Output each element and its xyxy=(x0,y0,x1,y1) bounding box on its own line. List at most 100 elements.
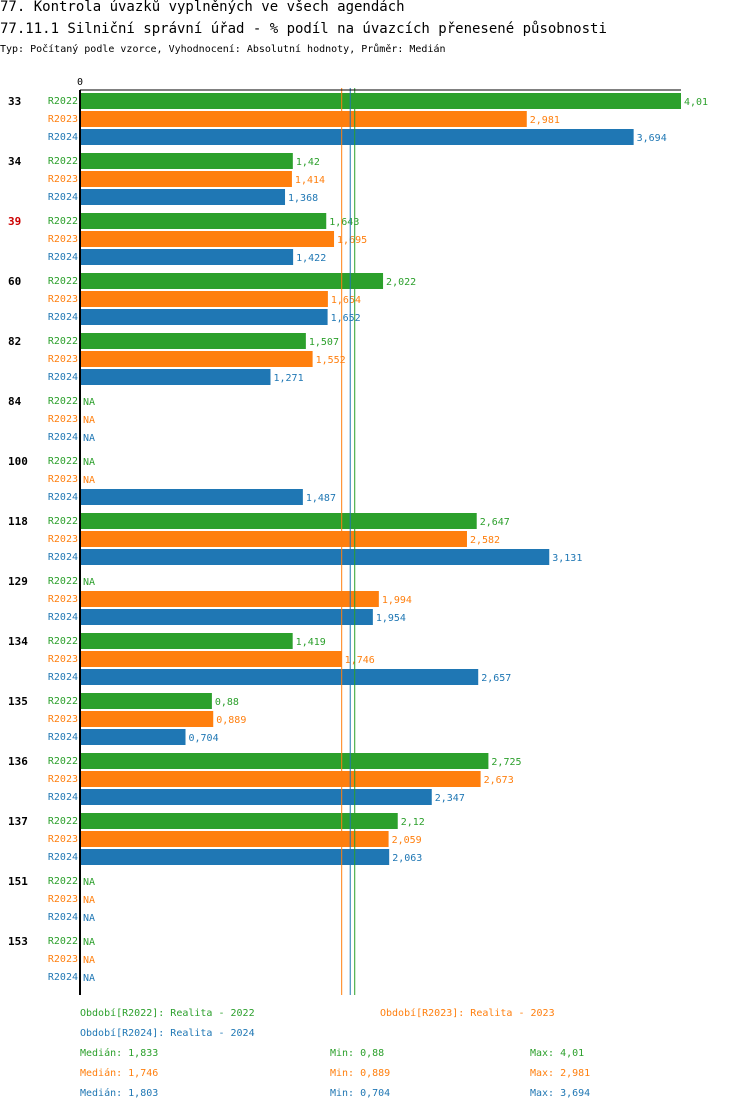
data-label: 1,954 xyxy=(376,613,406,624)
data-label: 2,725 xyxy=(491,757,521,768)
series-label: R2023 xyxy=(48,414,78,425)
legend-min-r2022: Min: 0,88 xyxy=(330,1048,385,1059)
category-label: 151 xyxy=(8,875,28,888)
legend-median-r2024: Medián: 1,803 xyxy=(80,1088,159,1099)
data-label: 1,419 xyxy=(296,637,326,648)
data-label: NA xyxy=(83,433,95,444)
series-label: R2023 xyxy=(48,594,78,605)
bar xyxy=(80,531,467,547)
bar xyxy=(80,771,481,787)
data-label: 2,647 xyxy=(480,517,510,528)
series-label: R2022 xyxy=(48,396,78,407)
legend-max-r2023: Max: 2,981 xyxy=(530,1068,591,1079)
data-label: 0,704 xyxy=(189,733,219,744)
bar xyxy=(80,651,342,667)
data-label: NA xyxy=(83,895,95,906)
category-label: 118 xyxy=(8,515,28,528)
category-label: 136 xyxy=(8,755,28,768)
bar xyxy=(80,513,477,529)
series-label: R2024 xyxy=(48,852,78,863)
series-label: R2024 xyxy=(48,492,78,503)
data-label: NA xyxy=(83,877,95,888)
data-label: 2,657 xyxy=(481,673,511,684)
data-label: 1,552 xyxy=(316,355,346,366)
series-label: R2023 xyxy=(48,834,78,845)
series-label: R2022 xyxy=(48,936,78,947)
data-label: 1,654 xyxy=(331,295,361,306)
bar xyxy=(80,849,390,865)
data-label: 1,652 xyxy=(331,313,361,324)
data-label: 1,414 xyxy=(295,175,325,186)
data-label: NA xyxy=(83,913,95,924)
legend-period-r2023: Období[R2023]: Realita - 2023 xyxy=(380,1008,555,1019)
bar xyxy=(80,753,489,769)
series-label: R2023 xyxy=(48,654,78,665)
series-label: R2024 xyxy=(48,252,78,263)
data-label: NA xyxy=(83,397,95,408)
data-label: 1,487 xyxy=(306,493,336,504)
legend-min-r2024: Min: 0,704 xyxy=(330,1088,391,1099)
data-label: NA xyxy=(83,973,95,984)
bar xyxy=(80,831,389,847)
bar xyxy=(80,369,271,385)
series-label: R2024 xyxy=(48,792,78,803)
series-label: R2022 xyxy=(48,216,78,227)
category-label: 137 xyxy=(8,815,28,828)
data-label: 1,746 xyxy=(345,655,375,666)
bar xyxy=(80,111,527,127)
data-label: NA xyxy=(83,955,95,966)
series-label: R2023 xyxy=(48,234,78,245)
bar xyxy=(80,249,294,265)
bar xyxy=(80,213,327,229)
data-label: 2,981 xyxy=(530,115,560,126)
series-label: R2023 xyxy=(48,894,78,905)
bar xyxy=(80,549,550,565)
bar xyxy=(80,633,293,649)
bar xyxy=(80,171,292,187)
category-label: 134 xyxy=(8,635,28,648)
data-label: NA xyxy=(83,577,95,588)
category-label: 84 xyxy=(8,395,22,408)
series-label: R2023 xyxy=(48,714,78,725)
bar xyxy=(80,291,328,307)
data-label: 1,695 xyxy=(337,235,367,246)
series-label: R2023 xyxy=(48,354,78,365)
bar xyxy=(80,93,681,109)
bar xyxy=(80,789,432,805)
series-label: R2023 xyxy=(48,954,78,965)
legend-period-r2022: Období[R2022]: Realita - 2022 xyxy=(80,1008,255,1019)
data-label: 1,368 xyxy=(288,193,318,204)
series-label: R2024 xyxy=(48,312,78,323)
legend-period-r2024: Období[R2024]: Realita - 2024 xyxy=(80,1028,255,1039)
data-label: 4,01 xyxy=(684,97,708,108)
series-label: R2024 xyxy=(48,192,78,203)
data-label: 0,88 xyxy=(215,697,239,708)
bar xyxy=(80,609,373,625)
category-label: 82 xyxy=(8,335,21,348)
series-label: R2023 xyxy=(48,174,78,185)
bar xyxy=(80,591,379,607)
series-label: R2022 xyxy=(48,696,78,707)
bar xyxy=(80,129,634,145)
category-label: 153 xyxy=(8,935,28,948)
series-label: R2022 xyxy=(48,576,78,587)
series-label: R2022 xyxy=(48,636,78,647)
series-label: R2022 xyxy=(48,876,78,887)
bar xyxy=(80,333,306,349)
series-label: R2022 xyxy=(48,516,78,527)
bar-chart: 33 R2022 4,01 R2023 2,981 R2024 3,694 34 R2022 1,… xyxy=(8,77,708,995)
data-label: 3,131 xyxy=(552,553,582,564)
series-label: R2024 xyxy=(48,612,78,623)
bar xyxy=(80,309,328,325)
data-label: NA xyxy=(83,937,95,948)
chart-info: Typ: Počítaný podle vzorce, Vyhodnocení:… xyxy=(0,44,446,55)
data-label: 0,889 xyxy=(216,715,246,726)
series-label: R2024 xyxy=(48,732,78,743)
data-label: NA xyxy=(83,415,95,426)
series-label: R2024 xyxy=(48,672,78,683)
bar xyxy=(80,813,398,829)
data-label: NA xyxy=(83,457,95,468)
legend-max-r2024: Max: 3,694 xyxy=(530,1088,591,1099)
data-label: 2,347 xyxy=(435,793,465,804)
series-label: R2022 xyxy=(48,156,78,167)
